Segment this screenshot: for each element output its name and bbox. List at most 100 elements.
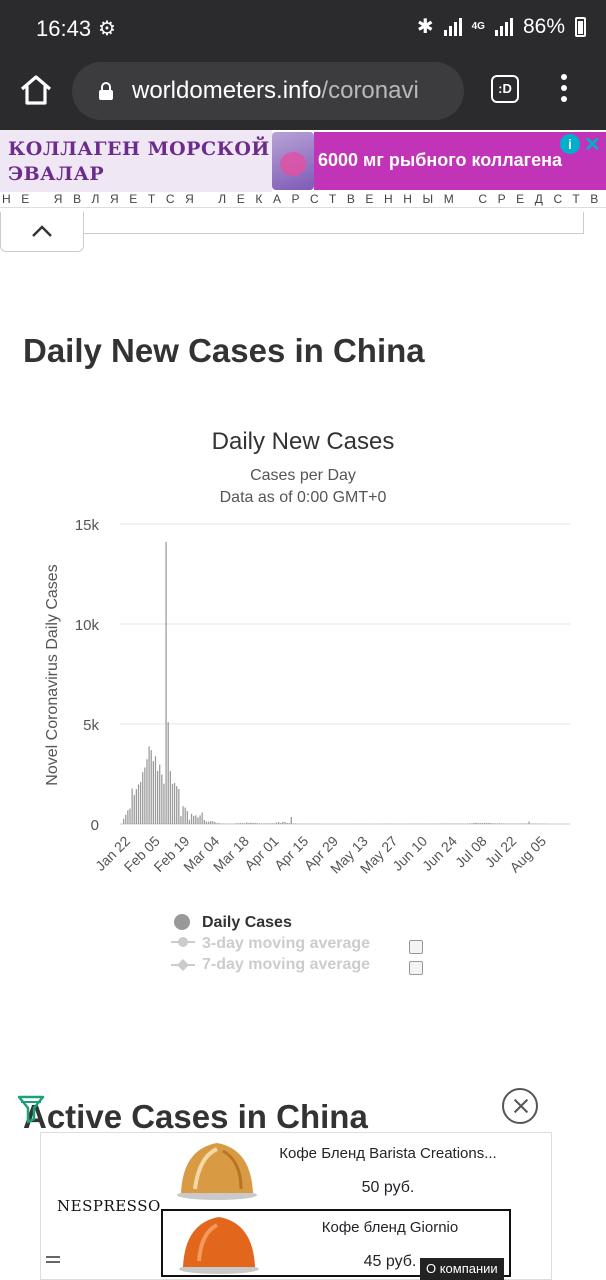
bar (210, 821, 212, 824)
about-company-link[interactable]: О компании (420, 1258, 504, 1280)
bar (526, 823, 528, 824)
bar (294, 823, 297, 824)
bar (156, 770, 159, 824)
collapse-button[interactable] (0, 212, 84, 252)
bar (485, 822, 488, 824)
tab-switcher-button[interactable]: :D (491, 75, 519, 103)
ad-tagline: 6000 мг рыбного коллагена (318, 150, 563, 170)
y-tick-label: 10k (75, 617, 100, 634)
address-bar[interactable]: worldometers.info/coronavi (72, 62, 464, 120)
previous-section-border (84, 212, 584, 234)
bottom-ad-close-icon[interactable] (502, 1088, 538, 1124)
bar (218, 823, 220, 824)
coffee-capsule-orange-icon (179, 1217, 259, 1274)
ad-info-icon[interactable]: i (560, 134, 580, 154)
ad-product-card[interactable]: Кофе бленд Giornio 45 руб. (161, 1209, 511, 1277)
cell-signal-icon (494, 17, 513, 36)
bar (282, 821, 284, 824)
bar (182, 806, 184, 824)
bar (488, 823, 490, 824)
bar (479, 823, 481, 824)
filter-icon[interactable] (16, 1094, 46, 1124)
coffee-capsule-gold-icon (177, 1143, 257, 1200)
bar (235, 823, 237, 824)
daily-cases-chart: Daily New Cases Cases per Day Data as of… (0, 420, 606, 1020)
battery-icon (575, 16, 586, 37)
bar (131, 788, 133, 824)
bar (159, 764, 161, 824)
bar (473, 822, 475, 824)
bar (171, 783, 174, 824)
legend-line-7day-icon (171, 959, 195, 971)
ad-close-icon[interactable]: ✕ (584, 134, 601, 156)
ad-headline-line2: ЭВАЛАР (8, 163, 105, 185)
bar (154, 756, 157, 824)
bar (205, 821, 208, 824)
battery-percent: 86% (522, 14, 565, 38)
product-price: 50 руб. (361, 1179, 415, 1196)
legend-daily-cases[interactable]: Daily Cases (202, 914, 292, 931)
bar (271, 823, 273, 824)
bar (277, 822, 280, 824)
bar (123, 818, 125, 824)
bar (284, 822, 286, 824)
bar (167, 722, 169, 824)
ad-menu-icon[interactable] (46, 1256, 60, 1268)
section-title-active: Active Cases in China (23, 1098, 368, 1135)
bar (137, 784, 140, 824)
product-name: Кофе бленд Giornio (321, 1219, 459, 1236)
bar (127, 810, 129, 824)
bar (496, 823, 498, 824)
bar (269, 823, 271, 824)
ad-product-card[interactable]: Кофе Бленд Barista Creations... 50 руб. (161, 1137, 511, 1205)
bar (186, 811, 188, 824)
checkbox-7day[interactable] (409, 961, 423, 975)
bar (207, 821, 210, 824)
bar (176, 786, 178, 824)
bar (195, 815, 197, 824)
status-bar: 16:43 ⚙ ✱ 4G 86% (0, 0, 606, 58)
bar (260, 823, 263, 824)
ad-left-panel: КОЛЛАГЕН МОРСКОЙ ЭВАЛАР (0, 130, 272, 192)
ad-disclaimer: НЕ ЯВЛЯЕТСЯ ЛЕКАРСТВЕННЫМ СРЕДСТВОМ (2, 192, 606, 206)
product-price: 45 руб. (363, 1253, 417, 1270)
bar (452, 823, 454, 824)
ad-product-image (272, 132, 314, 190)
bar (203, 819, 205, 824)
bar (146, 759, 148, 824)
overflow-menu-icon[interactable] (557, 74, 571, 106)
checkbox-3day[interactable] (409, 940, 423, 954)
legend-3day-average[interactable]: 3-day moving average (202, 935, 371, 952)
bar (265, 823, 267, 824)
bar (201, 812, 203, 824)
bar (125, 814, 127, 824)
url-domain: worldometers.info (132, 77, 322, 104)
home-icon[interactable] (18, 72, 54, 108)
bar (190, 813, 193, 824)
bar (515, 823, 517, 824)
bar (475, 822, 477, 824)
browser-toolbar: worldometers.info/coronavi :D (0, 58, 606, 130)
network-type-label: 4G (471, 21, 485, 32)
bar (239, 823, 242, 824)
bluetooth-icon: ✱ (416, 16, 434, 38)
y-tick-label: 15k (75, 517, 100, 534)
bar (178, 789, 180, 824)
bar (256, 823, 258, 824)
bar (502, 823, 505, 824)
bar (142, 772, 144, 824)
top-ad-banner[interactable]: КОЛЛАГЕН МОРСКОЙ ЭВАЛАР 6000 мг рыбного … (0, 130, 606, 208)
bar (483, 822, 486, 824)
settings-gear-icon: ⚙ (98, 18, 116, 40)
bar (243, 823, 246, 824)
url-text[interactable]: worldometers.info/coronavi (132, 77, 419, 105)
legend-line-3day-icon (171, 937, 195, 947)
legend-7day-average[interactable]: 7-day moving average (202, 956, 371, 973)
y-axis-label: Novel Coronavirus Daily Cases (44, 564, 61, 785)
brand-logo: NESPRESSO. (57, 1197, 166, 1215)
lock-icon (99, 82, 113, 100)
bar (498, 823, 500, 824)
bar (477, 823, 479, 824)
bar (165, 541, 167, 824)
bottom-ad[interactable]: NESPRESSO. Кофе Бленд Barista Creations.… (40, 1132, 552, 1280)
